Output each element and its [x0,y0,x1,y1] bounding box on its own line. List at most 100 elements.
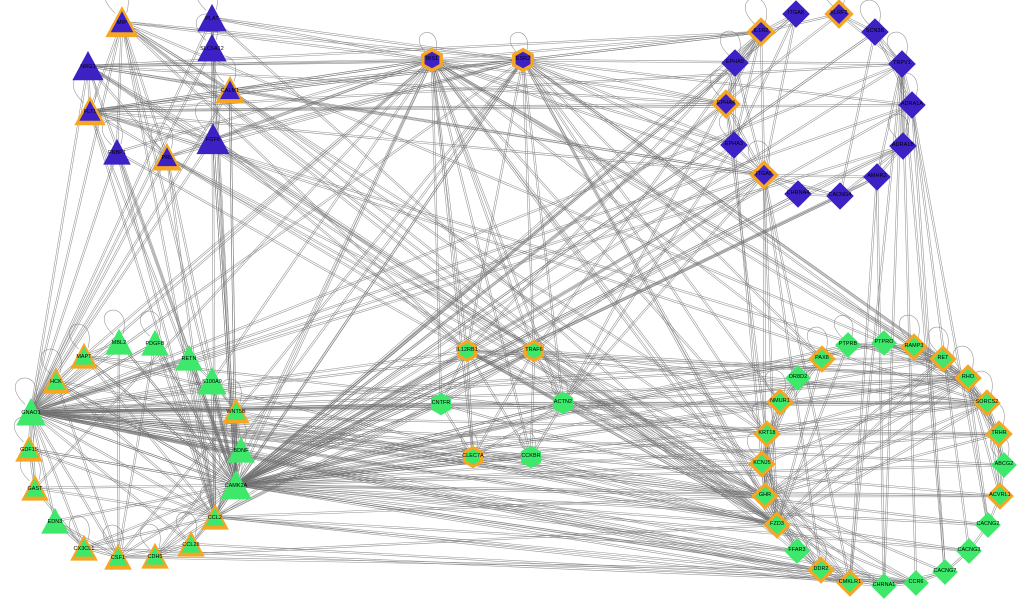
triangle-node-icon [102,137,132,167]
graph-node-edn3[interactable]: EDN3 [40,506,70,536]
graph-node-cacng3[interactable]: CACNG3 [955,537,983,565]
graph-node-actn2[interactable]: ACTN2 [551,391,575,415]
graph-node-ccl2[interactable]: CCL2 [200,502,230,532]
graph-node-fnbp1[interactable]: FNBP1 [102,137,132,167]
graph-node-sorcs2[interactable]: SORCS2 [972,388,1002,418]
graph-node-cacng7[interactable]: CACNG7 [931,558,959,586]
triangle-node-icon [176,529,206,559]
triangle-node-icon [226,435,256,465]
graph-node-itga8[interactable]: ITGA8 [781,0,811,29]
graph-node-adra1a[interactable]: ADRA1A [897,90,927,120]
graph-edge [530,457,765,498]
diamond-node-icon [750,481,780,511]
graph-node-nrg1[interactable]: NRG1 [71,49,105,83]
graph-node-ramp3[interactable]: RAMP3 [899,332,929,362]
graph-node-camk2a[interactable]: CAMK2A [219,468,253,502]
graph-node-gdf15[interactable]: GDF15 [14,434,44,464]
graph-node-epha3[interactable]: EPHA3 [719,130,749,160]
graph-node-esr2[interactable]: ESR2 [510,47,536,73]
graph-node-chrna4[interactable]: CHRNA4 [783,179,813,209]
graph-node-cx3cl1[interactable]: CX3CL1 [69,533,99,563]
graph-node-clec7a[interactable]: CLEC7A [461,445,485,469]
graph-edge [236,483,917,583]
graph-node-hck[interactable]: HCK [41,366,71,396]
graph-node-il12rb1[interactable]: IL12RB1 [455,339,479,363]
graph-node-cckbr[interactable]: CCKBR [519,445,543,469]
graph-node-il1r2[interactable]: IL1R2 [745,16,777,48]
graph-node-itga5[interactable]: ITGA5 [748,159,780,191]
graph-node-plat[interactable]: PLAT [196,2,228,34]
graph-node-cdh5[interactable]: CDH5 [140,541,170,571]
graph-node-prl[interactable]: PRL [151,141,183,173]
graph-node-ptpro[interactable]: PTPRO [870,329,898,357]
graph-edge [765,495,885,586]
graph-node-scn3b[interactable]: SCN3B [860,17,890,47]
graph-node-ptprb[interactable]: PTPRB [834,331,862,359]
graph-node-mapt[interactable]: MAPT [69,341,99,371]
graph-node-s100a9[interactable]: S100A9 [196,365,228,397]
graph-edge [31,359,823,414]
graph-node-mbl2[interactable]: MBL2 [104,327,134,357]
graph-node-abcg2[interactable]: ABCG2 [990,451,1018,479]
graph-node-epha4[interactable]: EPHA4 [710,88,742,120]
graph-edge [563,175,765,404]
graph-edge [472,350,534,457]
graph-node-cacng2[interactable]: CACNG2 [974,511,1002,539]
graph-node-chrna1[interactable]: CHRNA1 [870,572,898,600]
self-loop-edge [461,431,478,452]
graph-edge [431,60,987,404]
graph-edge [31,410,242,450]
graph-node-amhr2[interactable]: AMHR2 [862,162,892,192]
graph-node-traf6[interactable]: TRAF6 [522,339,546,363]
graph-node-ddr2[interactable]: DDR2 [806,555,836,585]
graph-edge [466,174,764,351]
graph-edge [84,60,433,357]
graph-edge [230,89,763,464]
graph-edge [236,359,823,487]
graph-node-mip[interactable]: MIP [104,4,140,40]
graph-node-wnt5b[interactable]: WNT5B [221,396,251,426]
graph-node-cacng4[interactable]: CACNG4 [825,181,855,211]
graph-edge [523,59,781,402]
graph-edge [31,403,988,414]
graph-node-irs1[interactable]: IRS1 [419,47,445,73]
graph-edge [732,13,796,145]
graph-node-pdgfb[interactable]: PDGFB [140,328,170,358]
graph-node-ghr[interactable]: GHR [750,481,780,511]
graph-node-trpv1[interactable]: TRPV1 [887,49,917,79]
graph-node-cntfr[interactable]: CNTFR [429,392,453,416]
graph-node-epha5[interactable]: EPHA5 [720,48,750,78]
graph-edge [236,146,904,487]
graph-node-adra1b[interactable]: ADRA1B [888,131,918,161]
triangle-node-icon [71,49,105,83]
graph-node-acvrl1[interactable]: ACVRL1 [985,481,1015,511]
graph-node-slc6a12[interactable]: SLC6A12 [196,32,228,64]
graph-node-klrf2[interactable]: KLRF2 [823,0,855,30]
graph-node-krt18[interactable]: KRT18 [752,419,782,449]
graph-edge [117,59,523,557]
graph-edge [31,64,903,414]
self-loop-edge [834,314,854,339]
triangle-node-icon [221,396,251,426]
graph-edge [215,496,766,519]
graph-node-ccl26[interactable]: CCL26 [176,529,206,559]
self-loop-edge [139,523,161,550]
graph-node-trhr[interactable]: TRHR [984,419,1014,449]
graph-node-csf1[interactable]: CSF1 [103,542,133,572]
graph-edge [777,378,969,526]
graph-node-flx[interactable]: FLT1 [73,94,107,128]
graph-edge [88,65,214,139]
graph-node-ccr6[interactable]: CCR6 [902,569,930,597]
graph-node-bdnf[interactable]: BDNF [226,435,256,465]
graph-edge [236,145,735,486]
graph-node-gnao1[interactable]: GNAO1 [15,396,47,428]
graph-node-nmur1[interactable]: NMUR1 [765,387,795,417]
graph-node-gast[interactable]: GAST [20,473,50,503]
graph-node-kcnj5[interactable]: KCNJ5 [747,449,777,479]
graph-node-fzd3[interactable]: FZD3 [762,510,792,540]
graph-edge [798,146,904,196]
graph-node-calm1[interactable]: CALM1 [214,74,246,106]
graph-node-fgf6[interactable]: FGF6 [195,121,231,157]
graph-node-cmklr1[interactable]: CMKLR1 [835,568,865,598]
